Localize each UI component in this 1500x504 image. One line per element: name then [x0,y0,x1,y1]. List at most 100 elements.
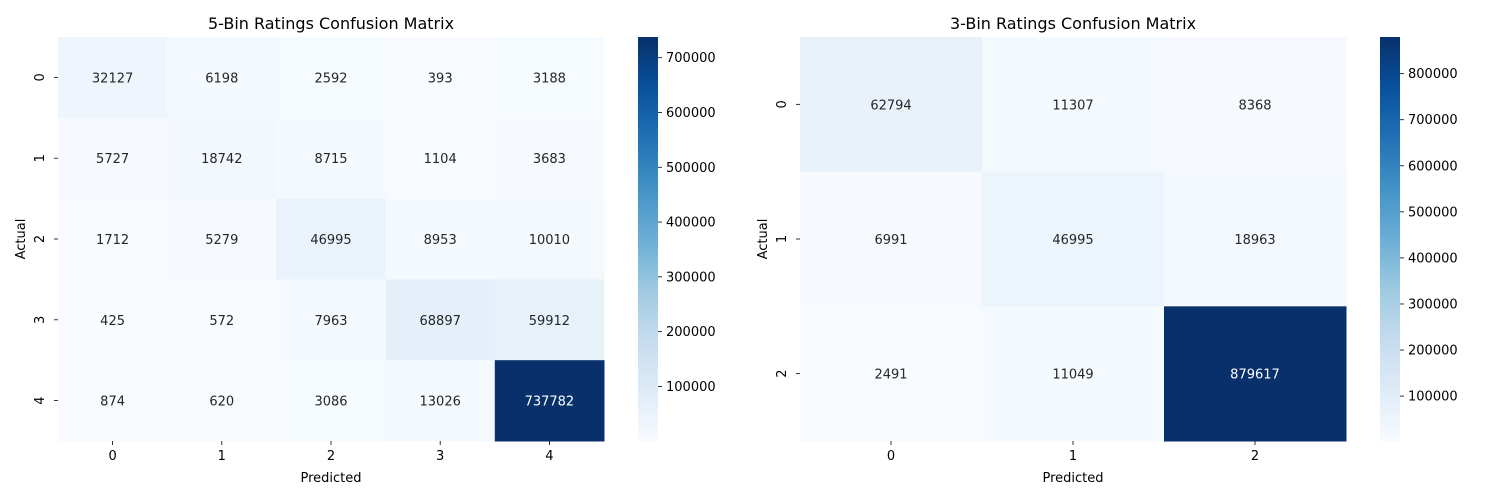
heatmap-cell [58,198,168,280]
heatmap-cell [167,37,277,119]
x-tick-label: 2 [1251,449,1259,464]
cell-value-label: 8953 [424,233,457,248]
chart-title: 5-Bin Ratings Confusion Matrix [208,14,454,33]
cell-value-label: 5727 [96,152,129,167]
y-tick-label: 2 [33,235,48,243]
cell-value-label: 11307 [1052,98,1093,113]
cell-value-label: 18742 [201,152,242,167]
heatmap-cell [276,360,387,442]
y-tick-label: 0 [33,73,48,81]
heatmap-cell [58,37,168,119]
heatmap-cell [494,117,605,200]
cell-value-label: 3683 [533,152,566,167]
colorbar-tick-label: 500000 [666,161,716,176]
x-tick-label: 0 [108,449,116,464]
cell-value-label: 2491 [874,368,907,383]
x-axis-label: Predicted [300,471,361,486]
heatmap-cell [385,279,496,361]
heatmap-cell [385,37,496,119]
cell-value-label: 879617 [1230,368,1280,383]
x-tick-label: 1 [218,449,226,464]
heatmap-cell [494,279,605,361]
heatmap-cell [276,198,387,280]
y-tick-label: 2 [775,370,790,378]
cell-value-label: 2592 [314,71,347,86]
heatmap-cell [385,198,496,280]
colorbar-tick-label: 100000 [1408,390,1458,405]
colorbar-tick-label: 100000 [666,380,716,395]
heatmap-cell [982,171,1165,307]
cell-value-label: 8368 [1238,98,1271,113]
heatmap-cell [494,360,605,442]
cell-value-label: 68897 [420,314,461,329]
heatmap-cell [1164,37,1347,173]
cell-value-label: 10010 [529,233,570,248]
heatmap-cell [982,306,1165,442]
heatmap-cell [58,360,168,442]
heatmap-cell [58,117,168,200]
cell-value-label: 32127 [92,71,133,86]
heatmap-cell [1164,171,1347,307]
colorbar-tick-label: 600000 [1408,159,1458,174]
heatmap-cell [167,198,277,280]
heatmap-cell [385,360,496,442]
cell-value-label: 3188 [533,71,566,86]
cell-value-label: 13026 [420,395,461,410]
cell-value-label: 874 [100,395,125,410]
heatmap-cell [800,37,983,173]
cell-value-label: 5279 [205,233,238,248]
heatmap-cell [494,37,605,119]
x-axis-label: Predicted [1042,471,1103,486]
cell-value-label: 8715 [314,152,347,167]
cell-value-label: 6991 [874,233,907,248]
heatmap-cell [276,117,387,200]
heatmap-cell [167,117,277,200]
y-axis-label: Actual [14,219,29,260]
colorbar [638,37,658,441]
heatmap-cell [1164,306,1347,442]
y-tick-label: 3 [33,316,48,324]
y-tick-label: 1 [33,154,48,162]
heatmap-cell [58,279,168,361]
cell-value-label: 1104 [424,152,457,167]
heatmap-cell [385,117,496,200]
cell-value-label: 62794 [870,98,911,113]
colorbar-tick-label: 500000 [1408,205,1458,220]
heatmap-cell [276,279,387,361]
heatmap-cell [982,37,1165,173]
cell-value-label: 7963 [314,314,347,329]
cell-value-label: 46995 [310,233,351,248]
cell-value-label: 620 [209,395,234,410]
heatmap-cell [167,279,277,361]
colorbar-tick-label: 200000 [1408,344,1458,359]
colorbar-tick-label: 700000 [666,51,716,66]
chart-title: 3-Bin Ratings Confusion Matrix [950,14,1196,33]
cell-value-label: 6198 [205,71,238,86]
x-tick-label: 3 [436,449,444,464]
heatmap-cell [494,198,605,280]
colorbar-tick-label: 800000 [1408,67,1458,82]
cell-value-label: 572 [209,314,234,329]
x-tick-label: 4 [545,449,553,464]
colorbar-tick-label: 600000 [666,106,716,121]
cell-value-label: 11049 [1052,368,1093,383]
y-axis-label: Actual [756,219,771,260]
x-tick-label: 1 [1069,449,1077,464]
heatmap-cell [276,37,387,119]
cell-value-label: 46995 [1052,233,1093,248]
colorbar-tick-label: 400000 [1408,251,1458,266]
cell-value-label: 425 [100,314,125,329]
cell-value-label: 3086 [314,395,347,410]
y-tick-label: 0 [775,100,790,108]
colorbar-tick-label: 200000 [666,325,716,340]
x-tick-label: 2 [327,449,335,464]
y-tick-label: 4 [33,396,48,404]
colorbar-tick-label: 300000 [666,270,716,285]
colorbar-tick-label: 300000 [1408,297,1458,312]
colorbar-tick-label: 700000 [1408,113,1458,128]
colorbar-tick-label: 400000 [666,216,716,231]
heatmap-cell [800,171,983,307]
colorbar [1380,37,1400,441]
heatmap-cell [167,360,277,442]
